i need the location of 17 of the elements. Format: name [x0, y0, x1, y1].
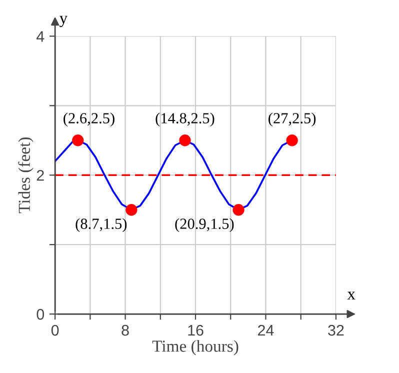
x-tick-label: 8: [122, 324, 129, 336]
data-label: (27,2.5): [268, 112, 316, 126]
x-tick-label: 32: [328, 324, 344, 336]
text: y: [59, 16, 68, 28]
y-tick-label: 4: [36, 31, 44, 42]
data-label: (20.9,1.5): [175, 218, 234, 232]
x-tick-label: 16: [188, 324, 204, 336]
data-label: (2.6,2.5): [64, 112, 114, 126]
y-tick-label: 2: [36, 170, 44, 181]
y-axis-title: Tides (feet): [18, 138, 34, 214]
y-tick-label: 0: [36, 308, 44, 320]
x-tick-label: 0: [51, 324, 59, 336]
x-tick-label: 24: [258, 324, 274, 336]
text: x: [347, 292, 356, 300]
data-label: (8.7,1.5): [76, 218, 127, 232]
x-axis-title: Time (hours): [152, 340, 238, 356]
data-label: (14.8,2.5): [156, 112, 214, 126]
